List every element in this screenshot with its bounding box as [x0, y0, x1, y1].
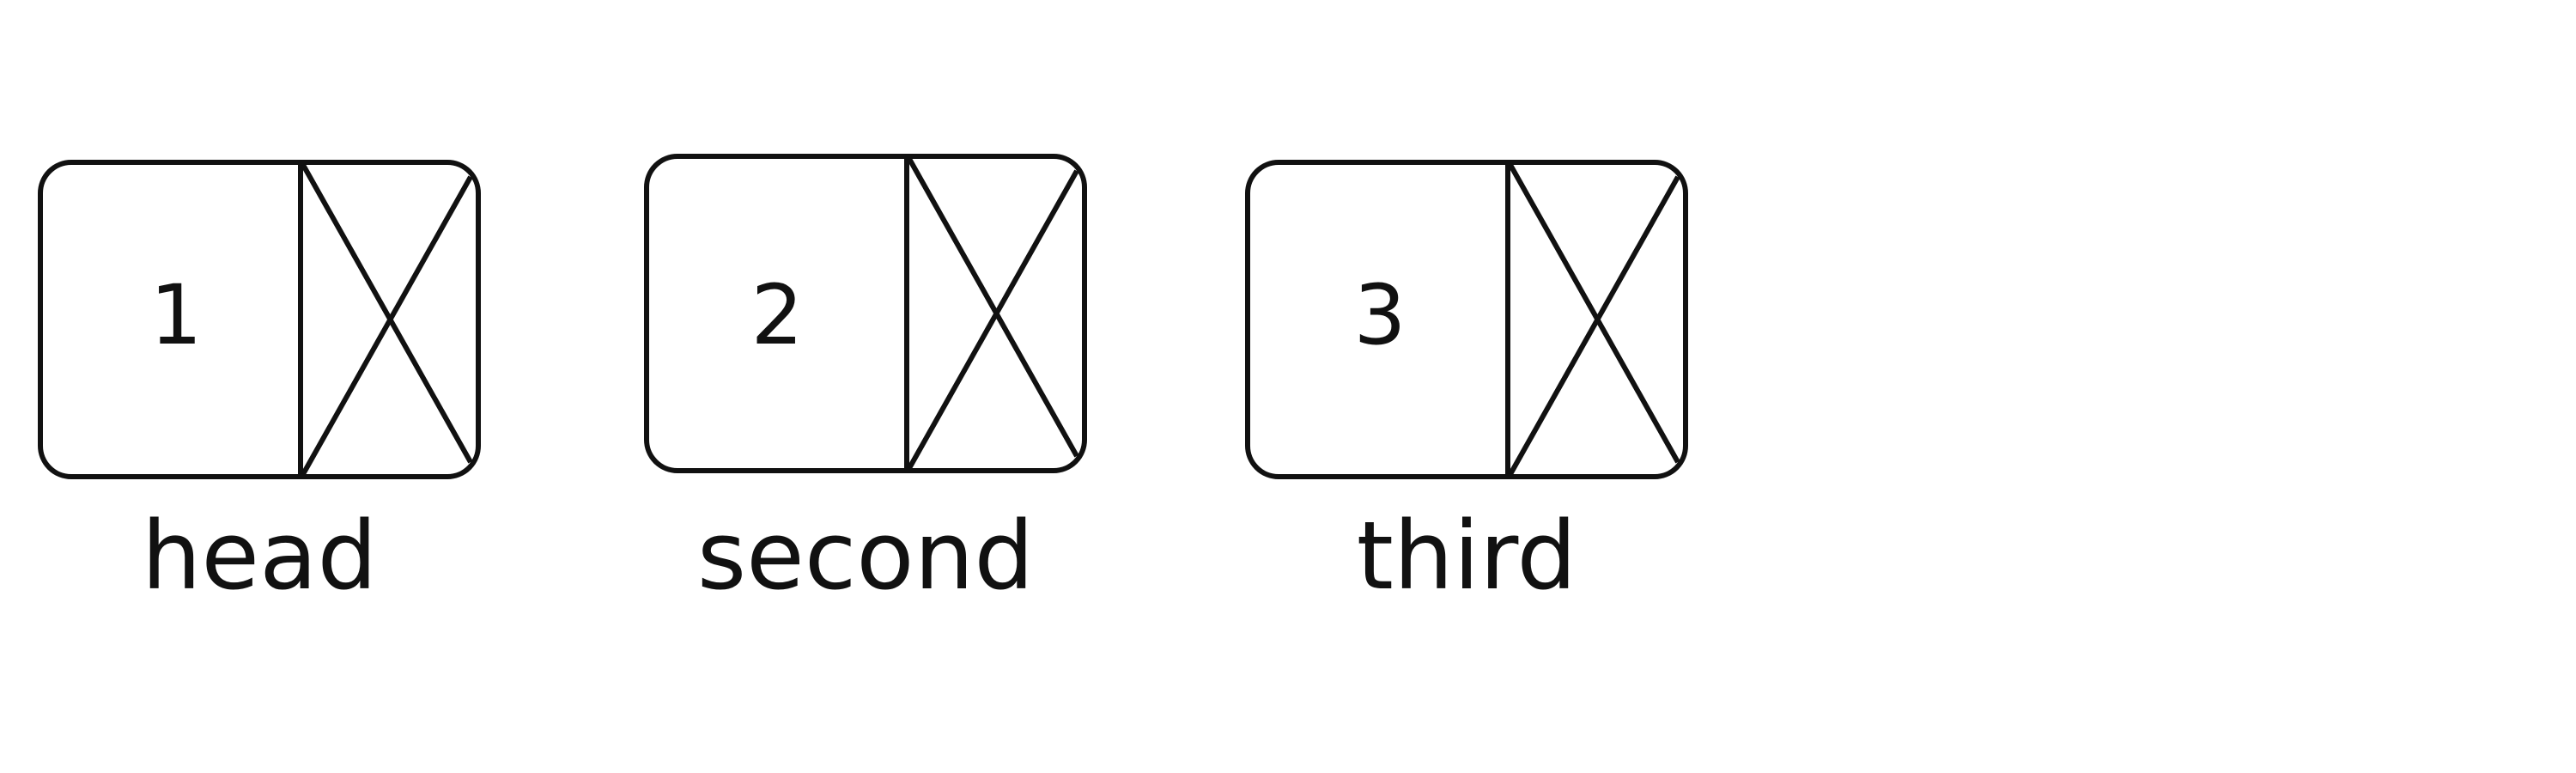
- node-second: 2 second: [644, 154, 1087, 611]
- node-value: 2: [750, 267, 803, 363]
- node-value: 3: [1353, 267, 1406, 363]
- null-pointer-cross: [1508, 163, 1680, 464]
- node-label: third: [1357, 501, 1577, 611]
- null-pointer-cross: [1508, 175, 1680, 476]
- null-pointer-cross: [301, 175, 473, 476]
- node-box: [1245, 160, 1688, 479]
- node-value: 1: [149, 267, 202, 363]
- null-pointer-cross: [907, 157, 1079, 458]
- node-head: 1 head: [38, 160, 481, 611]
- node-label: second: [697, 501, 1034, 611]
- node-box: [644, 154, 1087, 473]
- null-pointer-cross: [907, 169, 1079, 470]
- node-box: [38, 160, 481, 479]
- node-label: head: [142, 501, 378, 611]
- null-pointer-cross: [301, 163, 473, 464]
- node-third: 3 third: [1245, 160, 1688, 611]
